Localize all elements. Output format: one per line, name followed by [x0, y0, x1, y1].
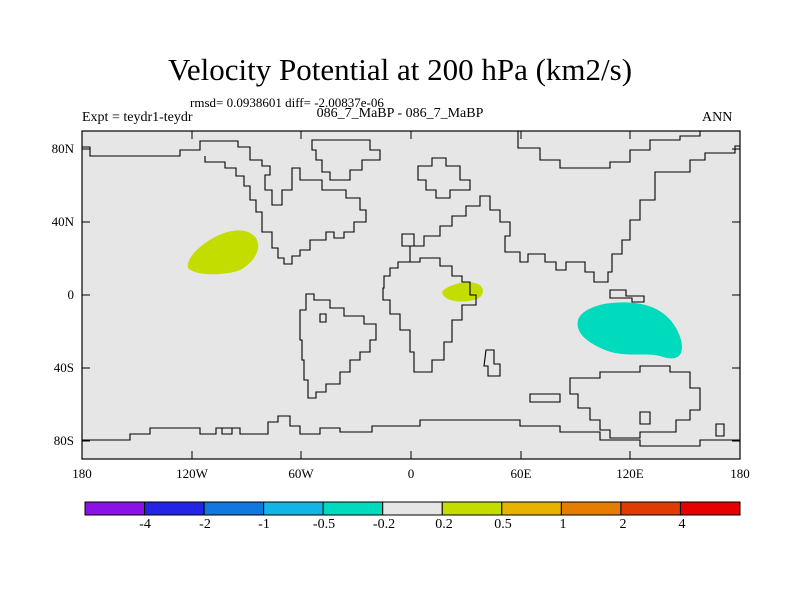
maritime-islands [609, 289, 645, 303]
colorbar [84, 501, 741, 516]
madagascar-coast [483, 349, 501, 377]
colorbar-label: 2 [619, 517, 627, 532]
colorbar-label: -0.2 [372, 517, 396, 532]
y-tick-label: 80N [51, 141, 74, 156]
scandinavia-coast [417, 157, 471, 199]
colorbar-label: 0.2 [435, 517, 453, 532]
colorbar-segment [263, 501, 324, 516]
colorbar-segment [84, 501, 146, 516]
colorbar-segment [382, 501, 443, 516]
coastlines [82, 131, 740, 447]
antarctica-coast [82, 415, 740, 447]
y-tick-label: 40N [51, 214, 74, 229]
colorbar-segment [322, 501, 384, 516]
colorbar-label: 1 [559, 517, 567, 532]
colorbar-segment [501, 501, 562, 516]
positive-anomaly-east-pacific [187, 230, 259, 275]
x-tick-label: 180 [730, 466, 750, 481]
australia-coast [569, 365, 701, 439]
colorbar-label: -2 [199, 517, 211, 532]
stats-line: rmsd= 0.0938601 diff= -2.00837e-06 [190, 95, 384, 110]
axis-ticks [81, 131, 741, 459]
y-tick-label: 80S [53, 433, 74, 448]
case-label: 086_7_MaBP - 086_7_MaBP [316, 106, 484, 121]
colorbar-segment [620, 501, 681, 516]
x-tick-label: 120W [176, 466, 208, 481]
y-tick-label: 40S [53, 360, 74, 375]
experiment-label: Expt = teydr1-teydr [82, 110, 193, 125]
colorbar-segment [144, 501, 205, 516]
colorbar-label: 0.5 [494, 517, 512, 532]
eurasia-africa-coast [382, 257, 477, 373]
x-tick-label: 120E [616, 466, 644, 481]
south-america-coast [299, 293, 377, 399]
small-island-2 [319, 313, 327, 323]
north-america-coast [82, 140, 367, 265]
x-tick-label: 60W [288, 466, 314, 481]
colorbar-label: -0.5 [312, 517, 336, 532]
negative-anomaly-indian-ocean [577, 302, 682, 359]
greenland-coast [311, 139, 381, 181]
colorbar-segment [560, 501, 622, 516]
eurasia-coast [409, 145, 740, 283]
chart-title: Velocity Potential at 200 hPa (km2/s) [167, 52, 633, 87]
colorbar-segment [203, 501, 265, 516]
colorbar-label: 4 [678, 517, 686, 532]
map-background [82, 131, 740, 459]
nz-islands [639, 411, 725, 437]
x-tick-label: 180 [72, 466, 92, 481]
positive-anomaly-africa [442, 282, 483, 302]
colorbar-label: -4 [139, 517, 151, 532]
colorbar-label: -1 [258, 517, 270, 532]
season-label: ANN [702, 110, 733, 125]
small-island [401, 233, 415, 247]
antarctic-peninsula [221, 393, 561, 435]
colorbar-segment [679, 501, 741, 516]
colorbar-segment [441, 501, 503, 516]
y-tick-label: 0 [67, 287, 75, 302]
x-tick-label: 60E [510, 466, 532, 481]
x-tick-label: 0 [407, 466, 415, 481]
siberia-coast [517, 131, 701, 169]
